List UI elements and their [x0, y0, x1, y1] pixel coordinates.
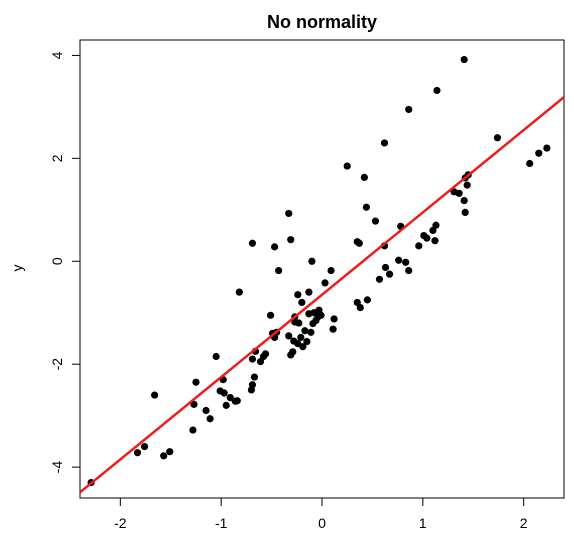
regression-line — [79, 96, 565, 494]
data-point — [289, 348, 297, 356]
data-point — [543, 144, 551, 152]
data-point — [220, 389, 228, 397]
data-point — [285, 332, 293, 340]
data-point — [202, 406, 210, 415]
data-point — [526, 159, 534, 168]
data-point — [160, 452, 168, 460]
x-tick-label: -2 — [114, 515, 127, 531]
data-point — [248, 381, 257, 389]
data-point — [189, 426, 197, 434]
y-tick-label: 4 — [49, 51, 65, 59]
data-point — [493, 134, 502, 142]
data-point — [248, 355, 257, 363]
data-point — [297, 333, 305, 342]
data-point — [402, 258, 410, 266]
data-point — [415, 242, 423, 250]
data-point — [362, 203, 370, 211]
data-point — [460, 196, 468, 205]
data-point — [317, 311, 325, 319]
data-point — [360, 173, 368, 181]
data-point — [375, 275, 384, 283]
data-point — [298, 298, 306, 307]
data-point — [327, 266, 335, 275]
data-point — [140, 442, 149, 451]
data-point — [222, 401, 230, 409]
y-tick-label: -2 — [49, 358, 65, 371]
data-points — [87, 55, 551, 487]
data-point — [166, 448, 174, 456]
data-point — [261, 350, 270, 358]
data-point — [405, 105, 413, 114]
data-point — [275, 266, 283, 275]
x-tick-label: 1 — [419, 515, 427, 531]
data-point — [463, 181, 471, 189]
data-point — [405, 266, 413, 275]
data-point — [285, 209, 293, 218]
plot-frame — [79, 39, 565, 499]
y-axis: -4 -2 0 2 4 — [49, 51, 80, 473]
data-point — [299, 343, 307, 351]
data-point — [266, 311, 275, 319]
y-tick-label: -4 — [49, 461, 65, 474]
data-point — [294, 291, 302, 299]
y-tick-label: 0 — [49, 257, 65, 265]
data-point — [432, 221, 440, 229]
data-point — [385, 270, 394, 278]
data-point — [431, 237, 439, 245]
x-axis: -2 -1 0 1 2 — [114, 498, 528, 531]
data-point — [461, 208, 469, 216]
data-point — [250, 373, 259, 381]
data-point — [291, 318, 299, 326]
data-point — [248, 239, 257, 247]
data-point — [356, 303, 364, 312]
data-point — [460, 55, 468, 64]
data-point — [330, 315, 338, 323]
data-point — [287, 236, 295, 244]
regression-line-group — [79, 96, 565, 494]
data-point — [423, 234, 431, 242]
x-tick-label: -1 — [215, 515, 228, 531]
data-point — [151, 391, 159, 399]
data-point — [455, 189, 463, 197]
y-tick-label: 2 — [49, 154, 65, 162]
data-point — [395, 256, 403, 264]
data-point — [301, 327, 309, 335]
data-point — [371, 217, 380, 225]
data-point — [206, 415, 214, 423]
data-point — [343, 162, 351, 170]
x-tick-label: 0 — [318, 515, 326, 531]
data-point — [226, 394, 234, 402]
data-point — [303, 337, 311, 346]
data-point — [190, 400, 198, 408]
data-point — [535, 149, 543, 157]
data-point — [329, 325, 337, 333]
data-point — [308, 257, 316, 265]
data-point — [380, 139, 389, 147]
data-point — [233, 397, 241, 405]
y-axis-label: y — [9, 265, 25, 272]
data-point — [321, 279, 329, 287]
data-point — [433, 86, 441, 95]
data-point — [307, 328, 315, 336]
data-point — [271, 243, 279, 251]
chart-title: No normality — [267, 12, 377, 32]
data-point — [305, 288, 313, 296]
data-point — [235, 288, 243, 296]
data-point — [355, 239, 363, 247]
data-point — [192, 378, 200, 386]
data-point — [212, 352, 220, 361]
data-point — [363, 296, 371, 304]
data-point — [133, 449, 142, 457]
data-point — [381, 263, 390, 272]
x-tick-label: 2 — [520, 515, 528, 531]
